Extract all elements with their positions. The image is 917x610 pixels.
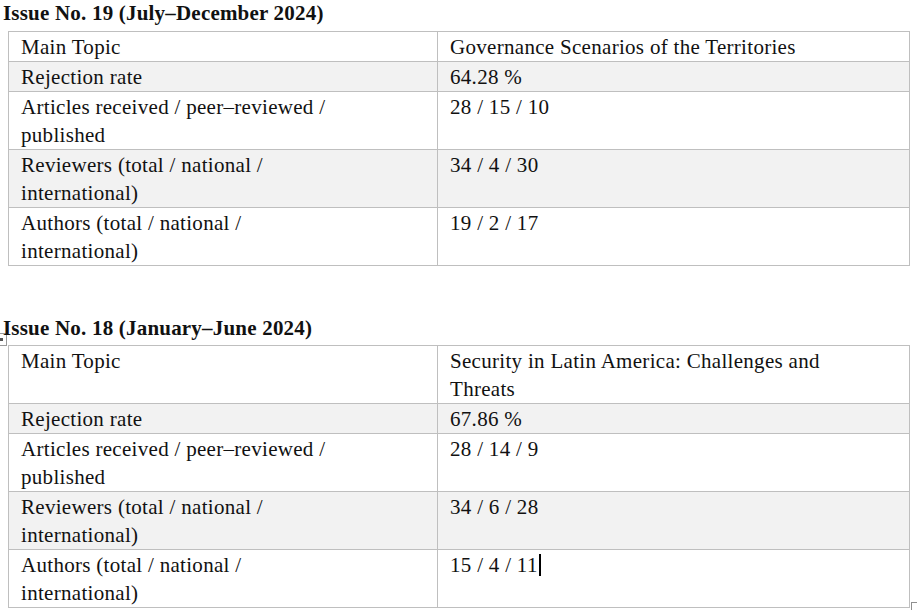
table-row: Main Topic Governance Scenarios of the T… (9, 32, 910, 62)
cell-text: international) (21, 523, 138, 547)
issue-18-heading[interactable]: Issue No. 18 (January–June 2024) (3, 315, 312, 341)
row-value-cell[interactable]: 67.86 % (438, 404, 910, 434)
text-cursor (539, 554, 541, 576)
cell-line: published (21, 463, 425, 491)
cell-line: Rejection rate (21, 405, 425, 433)
table-row: Articles received / peer–reviewed / publ… (9, 92, 910, 150)
row-value-cell[interactable]: 28 / 15 / 10 (438, 92, 910, 150)
cell-text: published (21, 123, 105, 147)
table-resize-handle[interactable] (911, 602, 917, 610)
cell-line: Articles received / peer–reviewed / (21, 93, 425, 121)
cell-text: international) (21, 239, 138, 263)
cell-text: 19 / 2 / 17 (450, 211, 538, 235)
row-label-cell[interactable]: Authors (total / national / internationa… (9, 550, 438, 608)
cell-line: Authors (total / national / (21, 551, 425, 579)
row-label-cell[interactable]: Rejection rate (9, 404, 438, 434)
cell-text: Main Topic (21, 349, 121, 373)
cell-text: international) (21, 581, 138, 605)
table-row: Rejection rate 67.86 % (9, 404, 910, 434)
cell-line: Governance Scenarios of the Territories (450, 33, 897, 61)
cell-text: Authors (total / national / (21, 553, 241, 577)
cell-text: Rejection rate (21, 407, 142, 431)
table-row: Authors (total / national / internationa… (9, 208, 910, 266)
cell-line: Security in Latin America: Challenges an… (450, 347, 897, 375)
cell-text: Reviewers (total / national / (21, 153, 263, 177)
table-row: Reviewers (total / national / internatio… (9, 492, 910, 550)
issue-19-table: Main Topic Governance Scenarios of the T… (8, 31, 910, 266)
cell-text: 64.28 % (450, 65, 522, 89)
row-label-cell[interactable]: Main Topic (9, 32, 438, 62)
cell-text: Governance Scenarios of the Territories (450, 35, 796, 59)
cell-line: Threats (450, 375, 897, 403)
issue-18-table: Main Topic Security in Latin America: Ch… (8, 345, 910, 608)
cell-line: 19 / 2 / 17 (450, 209, 897, 237)
cell-line: international) (21, 179, 425, 207)
cell-line: Reviewers (total / national / (21, 151, 425, 179)
cell-line: Main Topic (21, 347, 425, 375)
cell-line: international) (21, 521, 425, 549)
row-value-cell[interactable]: Governance Scenarios of the Territories (438, 32, 910, 62)
cell-line: 15 / 4 / 11 (450, 551, 897, 579)
row-value-cell[interactable]: 28 / 14 / 9 (438, 434, 910, 492)
row-value-cell[interactable]: Security in Latin America: Challenges an… (438, 346, 910, 404)
cell-line: 67.86 % (450, 405, 897, 433)
row-value-cell[interactable]: 34 / 4 / 30 (438, 150, 910, 208)
cell-line: Rejection rate (21, 63, 425, 91)
table-row: Articles received / peer–reviewed / publ… (9, 434, 910, 492)
row-value-cell[interactable]: 19 / 2 / 17 (438, 208, 910, 266)
cell-text: 34 / 4 / 30 (450, 153, 538, 177)
cell-text: Reviewers (total / national / (21, 495, 263, 519)
row-label-cell[interactable]: Reviewers (total / national / internatio… (9, 150, 438, 208)
cell-text: Articles received / peer–reviewed / (21, 437, 325, 461)
cell-text: 15 / 4 / 11 (450, 553, 538, 577)
row-value-cell[interactable]: 64.28 % (438, 62, 910, 92)
cell-line: international) (21, 237, 425, 265)
cell-line: international) (21, 579, 425, 607)
row-label-cell[interactable]: Rejection rate (9, 62, 438, 92)
cell-text: international) (21, 181, 138, 205)
cell-line: Authors (total / national / (21, 209, 425, 237)
row-label-cell[interactable]: Articles received / peer–reviewed / publ… (9, 434, 438, 492)
cell-line: 34 / 6 / 28 (450, 493, 897, 521)
row-label-cell[interactable]: Authors (total / national / internationa… (9, 208, 438, 266)
row-value-cell[interactable]: 34 / 6 / 28 (438, 492, 910, 550)
table-row: Main Topic Security in Latin America: Ch… (9, 346, 910, 404)
cell-text: 28 / 15 / 10 (450, 95, 549, 119)
row-label-cell[interactable]: Reviewers (total / national / internatio… (9, 492, 438, 550)
cell-line: 64.28 % (450, 63, 897, 91)
cell-text: 67.86 % (450, 407, 522, 431)
cell-line: Articles received / peer–reviewed / (21, 435, 425, 463)
cell-line: 28 / 14 / 9 (450, 435, 897, 463)
cell-text: Authors (total / national / (21, 211, 241, 235)
cell-text: Rejection rate (21, 65, 142, 89)
issue-19-heading[interactable]: Issue No. 19 (July–December 2024) (3, 0, 324, 26)
cell-text: Security in Latin America: Challenges an… (450, 349, 820, 373)
table-row: Authors (total / national / internationa… (9, 550, 910, 608)
cell-text: 28 / 14 / 9 (450, 437, 538, 461)
cell-text: Main Topic (21, 35, 121, 59)
cell-line: 28 / 15 / 10 (450, 93, 897, 121)
cell-text: Articles received / peer–reviewed / (21, 95, 325, 119)
cell-line: Reviewers (total / national / (21, 493, 425, 521)
row-label-cell[interactable]: Main Topic (9, 346, 438, 404)
row-label-cell[interactable]: Articles received / peer–reviewed / publ… (9, 92, 438, 150)
cell-text: published (21, 465, 105, 489)
cell-text: Threats (450, 377, 515, 401)
cell-line: 34 / 4 / 30 (450, 151, 897, 179)
table-row: Reviewers (total / national / internatio… (9, 150, 910, 208)
cell-line: published (21, 121, 425, 149)
row-value-cell[interactable]: 15 / 4 / 11 (438, 550, 910, 608)
cell-text: 34 / 6 / 28 (450, 495, 538, 519)
table-row: Rejection rate 64.28 % (9, 62, 910, 92)
cell-line: Main Topic (21, 33, 425, 61)
